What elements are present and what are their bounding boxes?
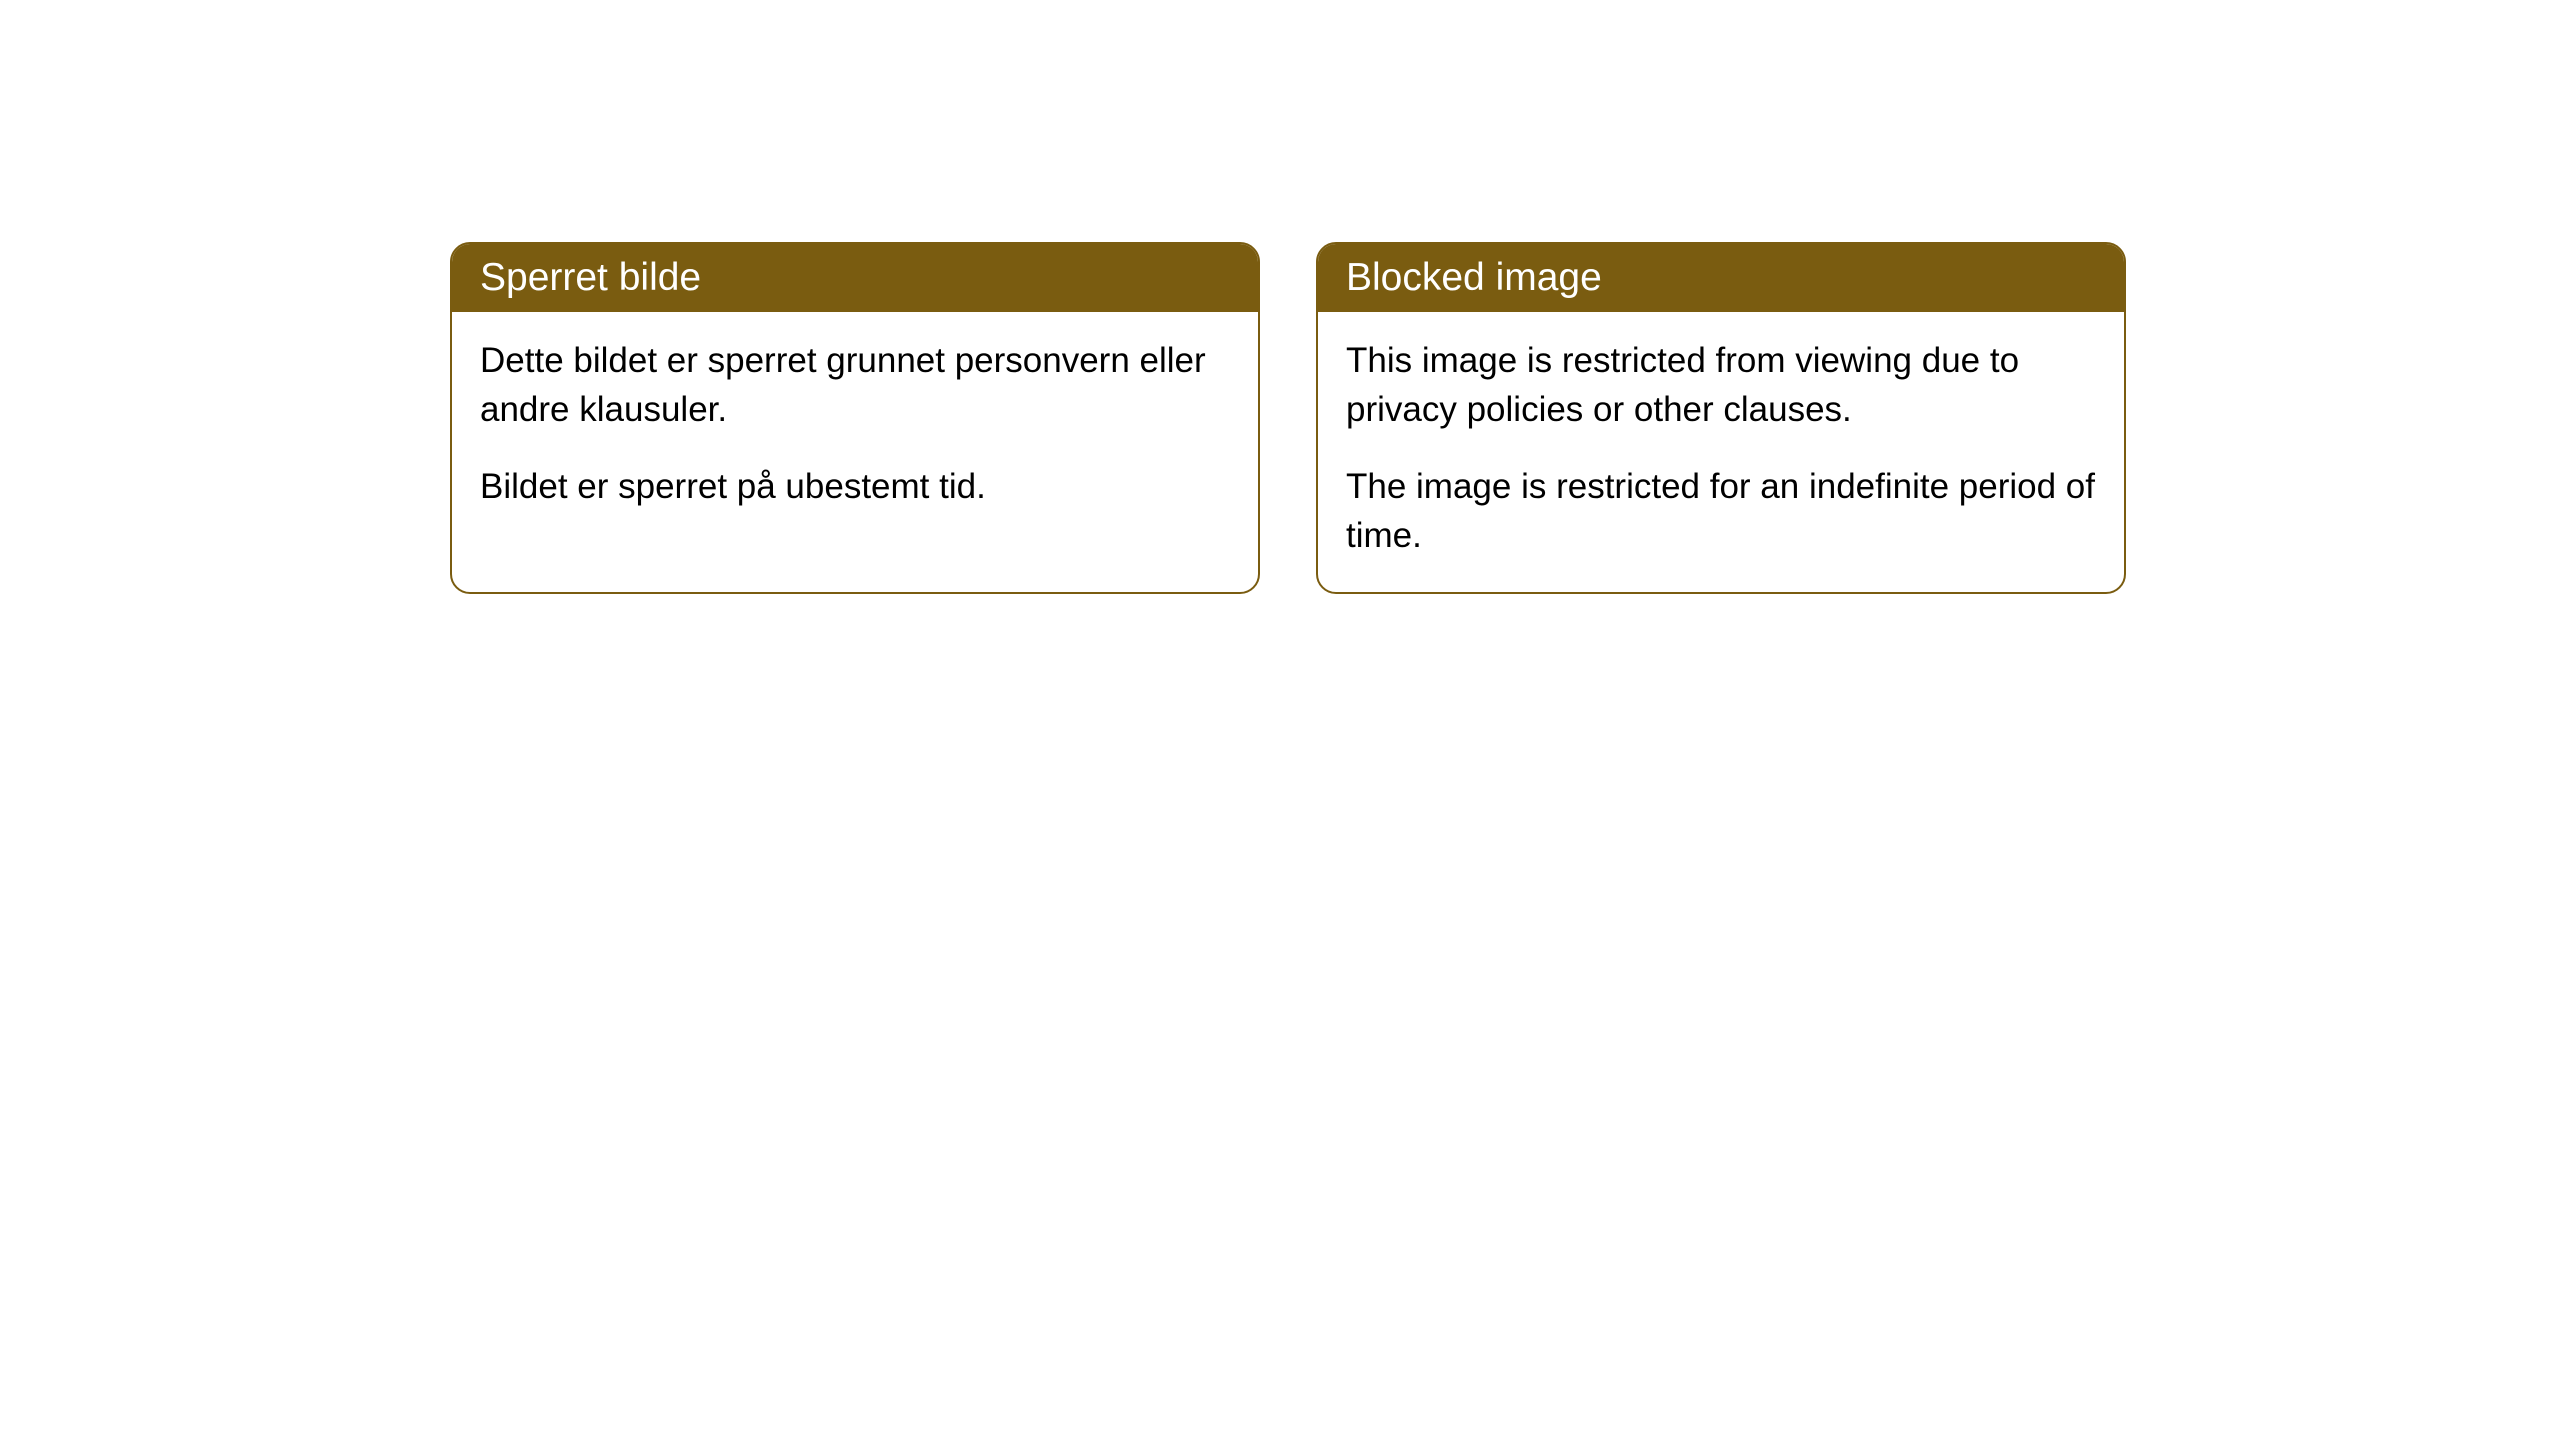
card-paragraph: The image is restricted for an indefinit… [1346,462,2096,560]
cards-container: Sperret bilde Dette bildet er sperret gr… [450,242,2560,594]
card-header-english: Blocked image [1318,244,2124,312]
card-body-norwegian: Dette bildet er sperret grunnet personve… [452,312,1258,543]
card-english: Blocked image This image is restricted f… [1316,242,2126,594]
card-title: Sperret bilde [480,256,701,299]
card-paragraph: Dette bildet er sperret grunnet personve… [480,336,1230,434]
card-header-norwegian: Sperret bilde [452,244,1258,312]
card-norwegian: Sperret bilde Dette bildet er sperret gr… [450,242,1260,594]
card-body-english: This image is restricted from viewing du… [1318,312,2124,592]
card-paragraph: Bildet er sperret på ubestemt tid. [480,462,1230,511]
card-title: Blocked image [1346,256,1602,299]
card-paragraph: This image is restricted from viewing du… [1346,336,2096,434]
